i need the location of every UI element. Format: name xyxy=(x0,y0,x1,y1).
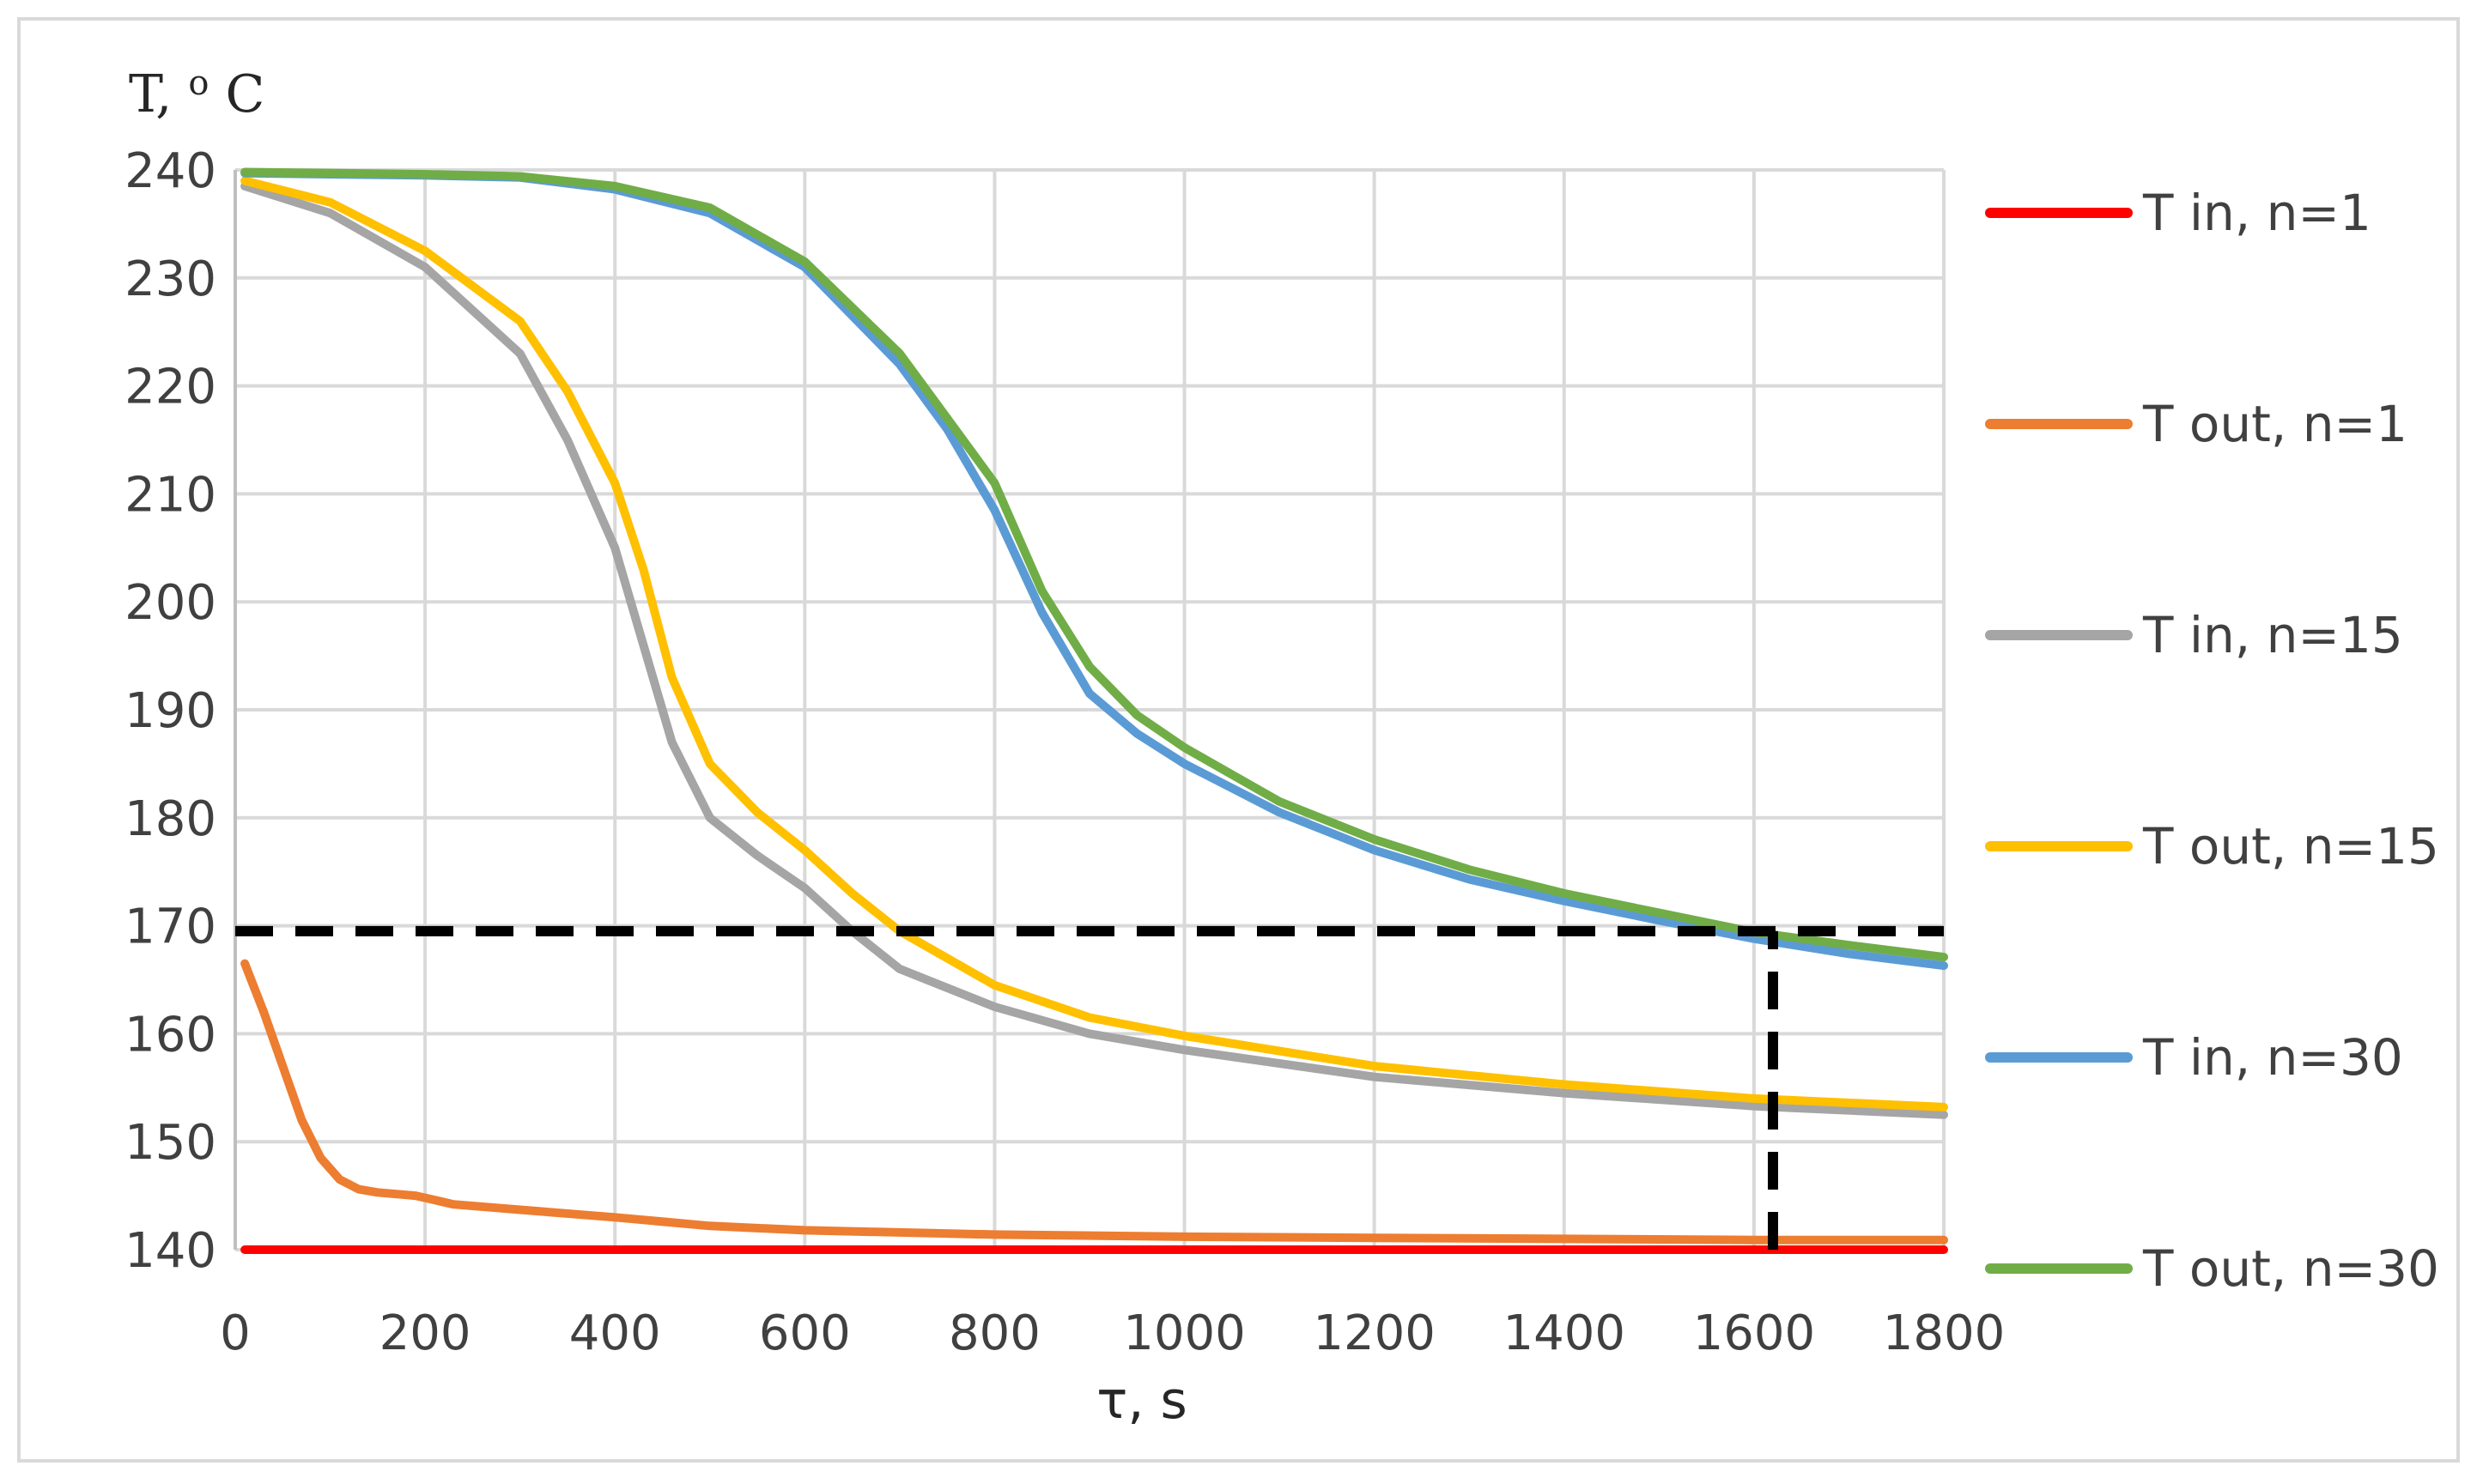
x-tick-label: 600 xyxy=(759,1305,851,1361)
legend-label: T in, n=30 xyxy=(2142,1028,2403,1087)
y-tick-label: 160 xyxy=(124,1007,216,1063)
x-tick-label: 400 xyxy=(569,1305,661,1361)
y-tick-label: 140 xyxy=(124,1223,216,1279)
legend-item: T out, n=30 xyxy=(1985,1239,2439,1298)
gridlines xyxy=(234,168,1946,1251)
legend: T in, n=1 T out, n=1 T in, n=15 T out, n=15… xyxy=(1985,184,2439,1298)
x-tick-label: 1200 xyxy=(1313,1305,1436,1361)
legend-label: T out, n=30 xyxy=(2142,1239,2439,1298)
y-tick-label: 230 xyxy=(124,251,216,307)
x-tick-label: 1600 xyxy=(1693,1305,1816,1361)
y-tick-label: 170 xyxy=(124,899,216,955)
legend-item: T out, n=1 xyxy=(1985,395,2407,453)
x-axis-title: τ, s xyxy=(1096,1371,1187,1431)
chart-border xyxy=(17,17,2460,1463)
y-tick-label: 200 xyxy=(124,575,216,631)
series-line xyxy=(240,181,1948,1119)
y-tick-label: 190 xyxy=(124,683,216,739)
legend-label: T in, n=15 xyxy=(2142,606,2403,664)
x-tick-label: 1000 xyxy=(1123,1305,1246,1361)
legend-item: T in, n=1 xyxy=(1985,184,2371,242)
y-axis-title: T, o C xyxy=(129,47,264,124)
y-tick-label: 240 xyxy=(124,143,216,199)
x-tick-label: 0 xyxy=(220,1305,251,1361)
y-tick-label: 150 xyxy=(124,1115,216,1171)
tick-labels: 140 150 160 170 180 190 200 210 220 230 240 0 200 400… xyxy=(124,143,2005,1361)
x-tick-label: 1800 xyxy=(1883,1305,2006,1361)
x-tick-label: 1400 xyxy=(1503,1305,1626,1361)
data-series xyxy=(240,167,1948,1254)
series-line xyxy=(240,176,1948,1111)
y-axis-title-unit: C xyxy=(226,64,265,124)
legend-item: T in, n=30 xyxy=(1985,1028,2403,1087)
y-axis-title-main: T, xyxy=(129,64,188,124)
legend-label: T in, n=1 xyxy=(2142,184,2371,242)
legend-label: T out, n=1 xyxy=(2142,395,2407,453)
series-line xyxy=(240,167,1948,962)
y-tick-label: 210 xyxy=(124,467,216,523)
legend-label: T out, n=15 xyxy=(2142,817,2439,875)
x-tick-label: 200 xyxy=(379,1305,471,1361)
series-line xyxy=(240,959,1948,1245)
y-tick-label: 220 xyxy=(124,360,216,415)
y-axis-title-superscript: o xyxy=(188,64,209,103)
x-tick-label: 800 xyxy=(949,1305,1041,1361)
reference-lines xyxy=(235,925,1944,1250)
y-tick-label: 180 xyxy=(124,791,216,847)
legend-item: T in, n=15 xyxy=(1985,606,2403,664)
legend-item: T out, n=15 xyxy=(1985,817,2439,875)
